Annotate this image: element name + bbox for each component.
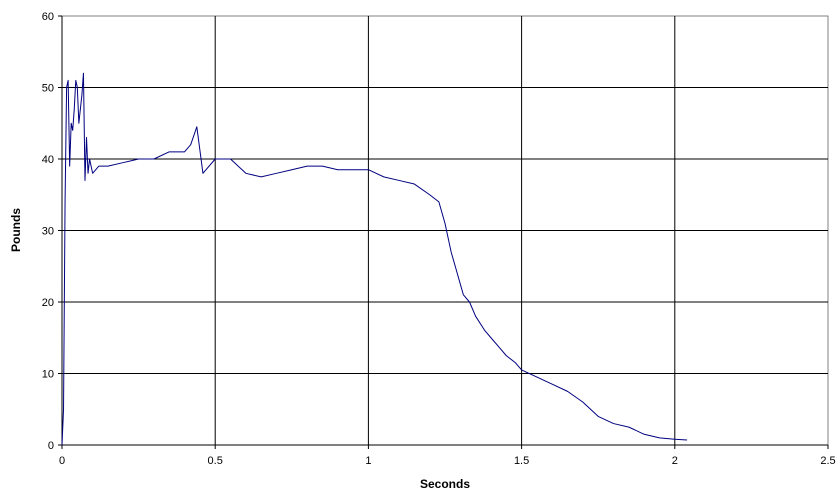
y-tick-label: 50 — [42, 83, 54, 95]
series-group — [61, 72, 688, 446]
x-tick-label: 1.5 — [514, 455, 529, 467]
y-tick-label: 20 — [42, 297, 54, 309]
x-tick-label: 2 — [672, 455, 678, 467]
y-tick-label: 30 — [42, 226, 54, 238]
y-tick-labels: 0 10 20 30 40 50 60 — [42, 11, 54, 452]
gridlines — [58, 15, 829, 449]
y-tick-label: 0 — [48, 440, 54, 452]
y-axis-title: Pounds — [9, 208, 23, 252]
x-axis-title: Seconds — [420, 477, 470, 491]
x-tick-label: 0 — [59, 455, 65, 467]
force-series-line — [61, 72, 688, 446]
y-tick-label: 60 — [42, 11, 54, 23]
x-tick-label: 1 — [365, 455, 371, 467]
x-tick-labels: 0 0.5 1 1.5 2 2.5 — [59, 455, 836, 467]
y-tick-label: 40 — [42, 154, 54, 166]
x-tick-label: 0.5 — [208, 455, 223, 467]
x-tick-label: 2.5 — [820, 455, 835, 467]
y-tick-label: 10 — [42, 369, 54, 381]
